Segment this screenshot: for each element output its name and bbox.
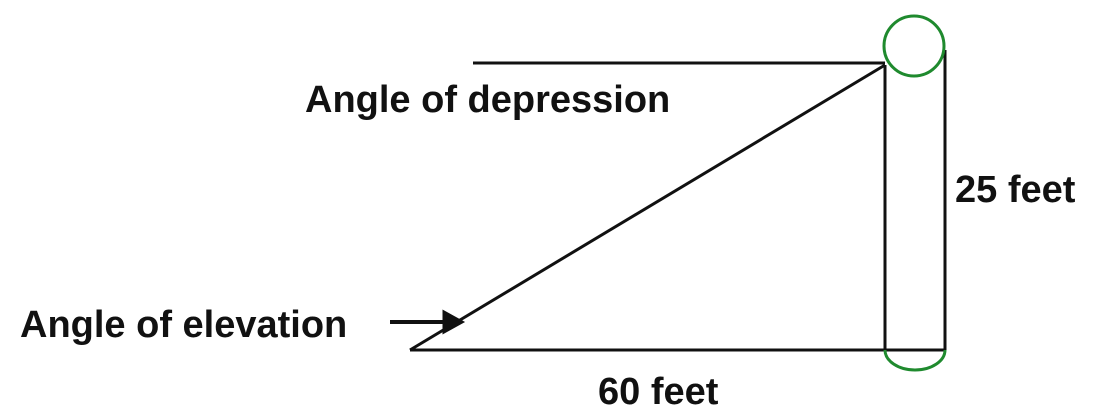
pole-top (882, 14, 946, 78)
figure (390, 50, 947, 352)
label-height: 25 feet (955, 169, 1076, 211)
label-elevation: Angle of elevation (20, 304, 347, 346)
line-of-sight (409, 63, 886, 352)
pole-base (883, 349, 947, 372)
label-depression: Angle of depression (305, 79, 670, 121)
label-distance: 60 feet (598, 371, 719, 413)
arrow-head (442, 309, 466, 335)
